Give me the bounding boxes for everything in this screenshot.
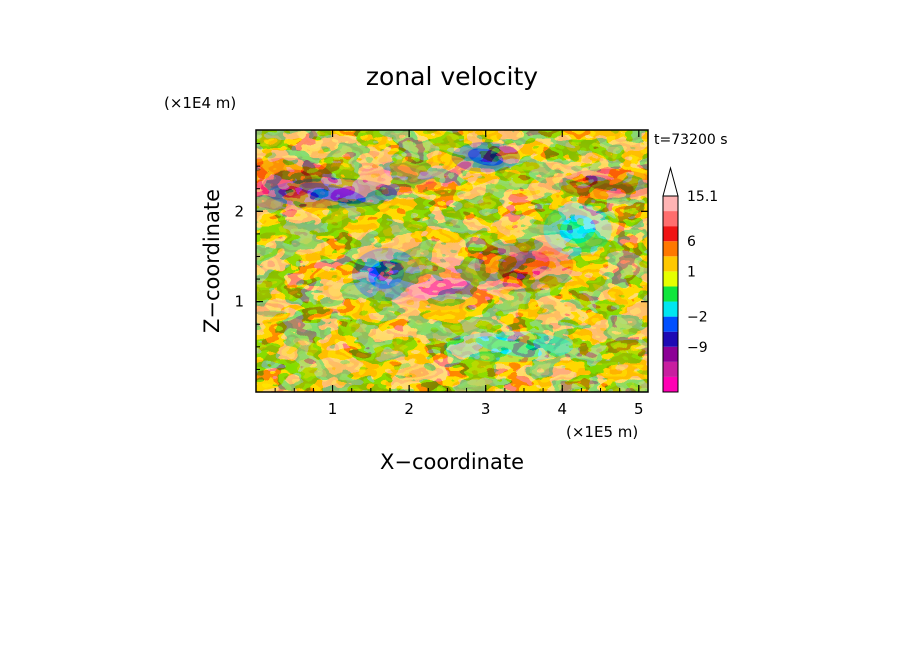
plot-frame xyxy=(255,129,649,393)
colorbar: 15.1 6 1 −2 −9 xyxy=(662,166,718,393)
colorbar-swatch xyxy=(663,211,678,227)
y-tick-label: 1 xyxy=(234,293,244,311)
colorbar-swatch xyxy=(663,241,678,257)
heatmap-texture xyxy=(256,130,648,392)
colorbar-extend-arrow xyxy=(662,166,679,197)
colorbar-tick-label: 1 xyxy=(687,264,696,280)
y-axis-label: Z−coordinate xyxy=(200,189,224,333)
colorbar-swatch xyxy=(663,196,678,212)
y-unit-label: (×1E4 m) xyxy=(164,94,236,112)
colorbar-swatch xyxy=(663,271,678,287)
y-tick-label: 2 xyxy=(234,202,244,220)
colorbar-swatch xyxy=(663,361,678,377)
colorbar-tick-label: 6 xyxy=(687,234,696,250)
colorbar-swatch xyxy=(663,331,678,347)
colorbar-tick-label: 15.1 xyxy=(687,189,718,205)
x-tick-label: 2 xyxy=(404,400,414,418)
colorbar-swatch xyxy=(663,256,678,272)
x-tick-label: 5 xyxy=(634,400,644,418)
time-label: t=73200 s xyxy=(654,132,728,148)
x-axis: 1 2 3 4 5 xyxy=(274,130,644,418)
colorbar-swatch xyxy=(663,316,678,332)
colorbar-swatch xyxy=(663,226,678,242)
chart-title: zonal velocity xyxy=(366,62,538,91)
plot-area xyxy=(255,129,649,393)
colorbar-tick-label: −9 xyxy=(687,340,708,356)
colorbar-swatch xyxy=(663,346,678,362)
x-tick-label: 3 xyxy=(481,400,491,418)
colorbar-swatch xyxy=(663,376,678,392)
x-tick-label: 4 xyxy=(557,400,567,418)
x-unit-label: (×1E5 m) xyxy=(566,423,638,441)
x-axis-label: X−coordinate xyxy=(380,450,524,474)
x-tick-label: 1 xyxy=(328,400,338,418)
colorbar-swatch xyxy=(663,301,678,317)
y-axis: 12 xyxy=(234,143,648,370)
colorbar-swatch xyxy=(663,286,678,302)
colorbar-tick-label: −2 xyxy=(687,310,708,326)
